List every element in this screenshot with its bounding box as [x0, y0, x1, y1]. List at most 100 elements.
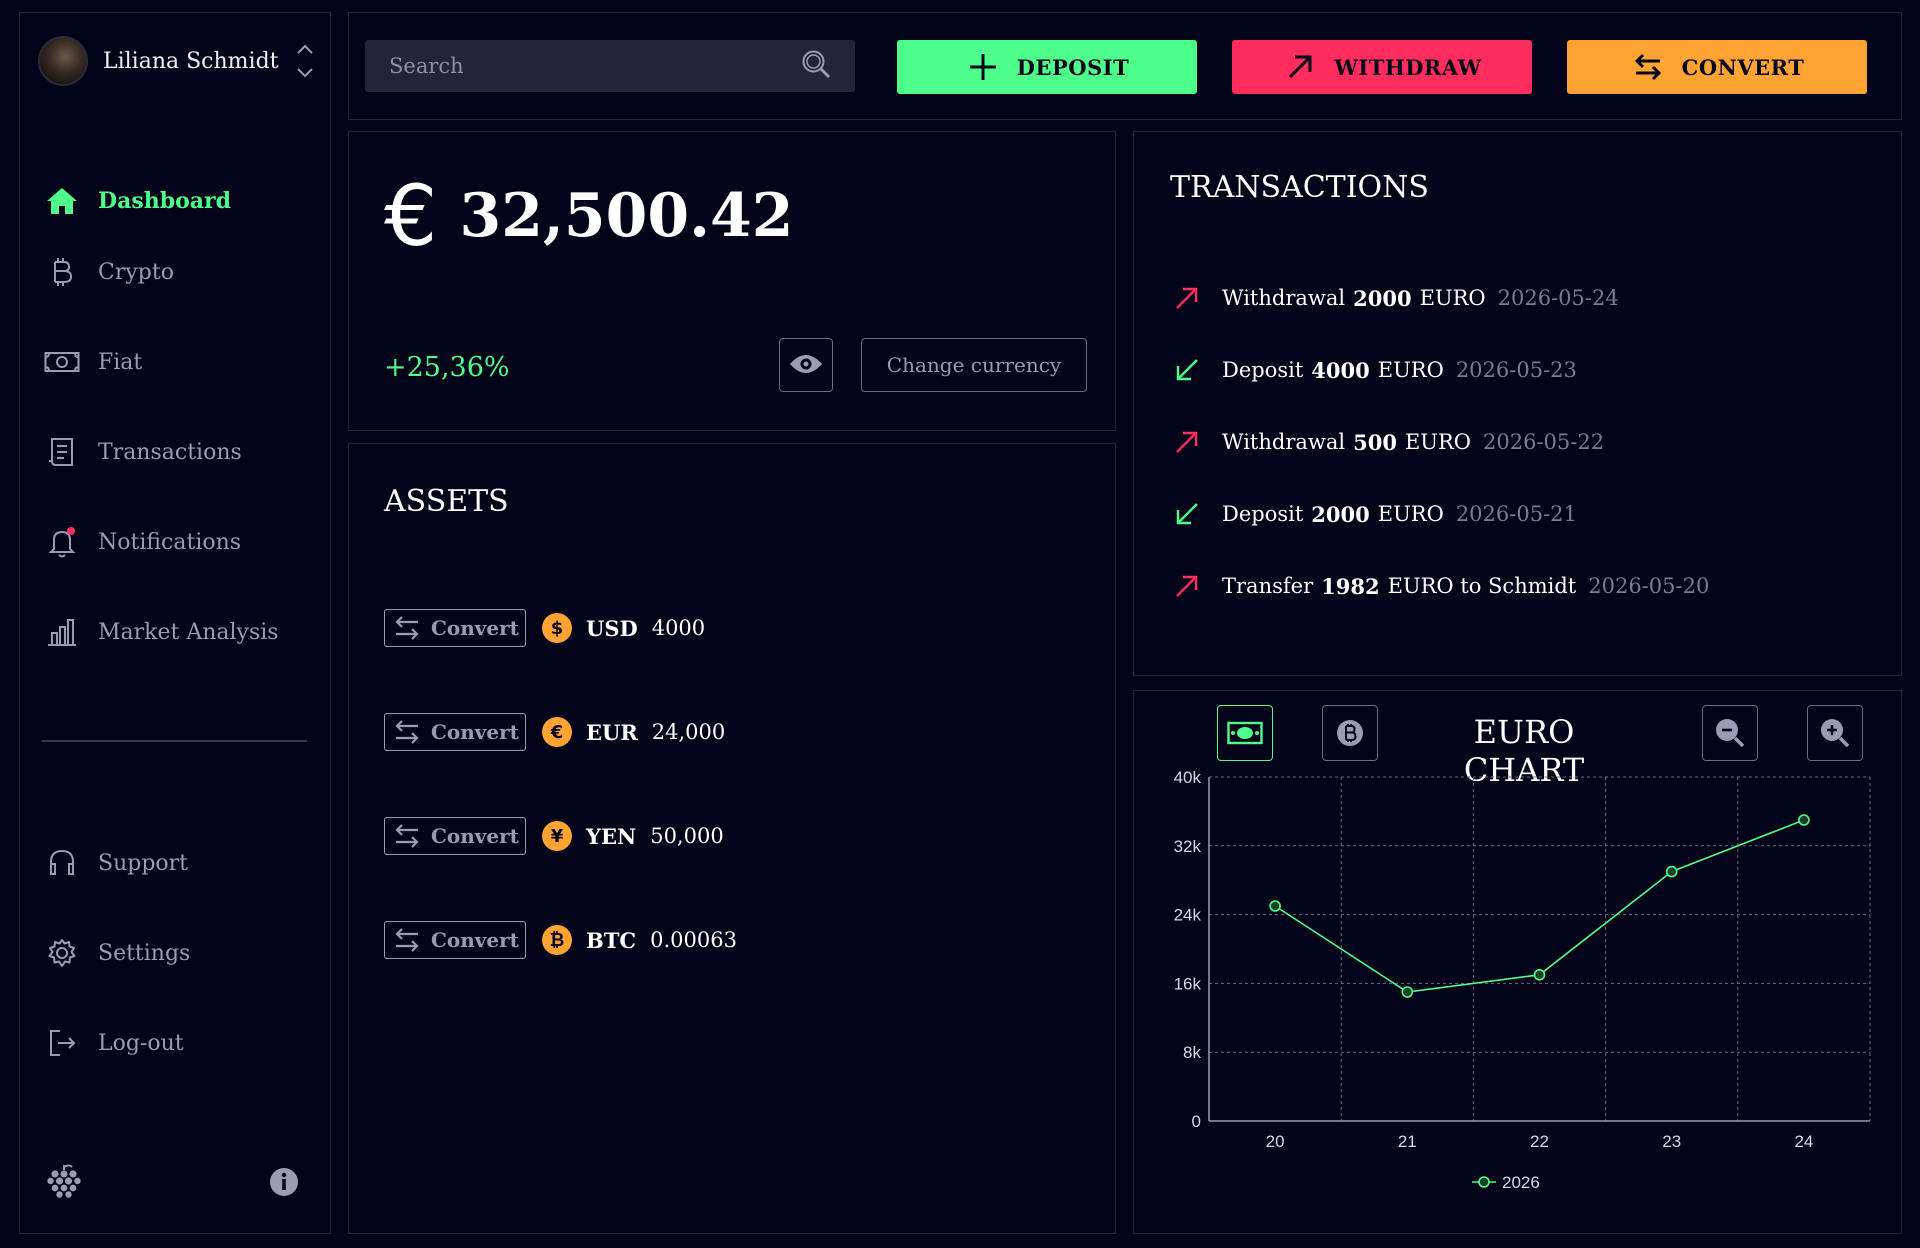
arrow-up-right-icon [1176, 431, 1198, 453]
search-icon[interactable] [801, 49, 831, 83]
sidebar-item-label: Support [98, 850, 189, 876]
assets-title: ASSETS [384, 484, 509, 519]
convert-asset-button[interactable]: Convert [384, 817, 526, 855]
data-point [1269, 900, 1281, 912]
asset-row: Convert $ USD 4000 [384, 609, 705, 647]
convert-button[interactable]: CONVERT [1567, 40, 1867, 94]
home-icon [44, 183, 80, 219]
asset-row: Convert ₿ BTC 0.00063 [384, 921, 737, 959]
convert-asset-button[interactable]: Convert [384, 921, 526, 959]
balance-change: +25,36% [384, 352, 510, 383]
x-tick-label: 21 [1398, 1132, 1417, 1151]
headset-icon [44, 845, 80, 881]
sidebar-item-transactions[interactable]: Transactions [44, 430, 314, 474]
user-name: Liliana Schmidt [103, 48, 279, 74]
euro-line-chart: 0 8k 16k 24k 32k 40k 20 21 22 23 24 2026 [1174, 771, 1871, 1192]
fiat-chart-button[interactable] [1217, 705, 1273, 761]
sidebar-item-support[interactable]: Support [44, 841, 314, 885]
sidebar-item-logout[interactable]: Log-out [44, 1021, 314, 1065]
grapes-logo-icon [46, 1163, 82, 1203]
balance-panel: € 32,500.42 +25,36% Change currency [348, 131, 1116, 431]
asset-amount: 0.00063 [650, 928, 737, 952]
sidebar-item-dashboard[interactable]: Dashboard [44, 179, 314, 223]
x-tick-label: 23 [1662, 1132, 1681, 1151]
user-profile[interactable]: Liliana Schmidt [38, 33, 314, 89]
chart-header: EURO CHART [1134, 705, 1901, 789]
sidebar-item-market-analysis[interactable]: Market Analysis [44, 610, 314, 654]
sidebar-item-label: Transactions [98, 439, 242, 465]
asset-code: YEN [586, 823, 637, 849]
bitcoin-coin-icon: ₿ [542, 925, 572, 955]
arrow-down-left-icon [1176, 359, 1198, 381]
dollar-coin-icon: $ [542, 613, 572, 643]
sidebar-divider [42, 740, 307, 742]
info-icon[interactable] [269, 1167, 299, 1201]
toggle-visibility-button[interactable] [779, 338, 833, 392]
eye-icon [788, 352, 824, 379]
arrow-up-right-icon [1176, 287, 1198, 309]
transaction-row[interactable]: Deposit 2000 EURO 2026-05-21 [1172, 494, 1577, 534]
data-point [1533, 969, 1546, 981]
balance-amount: € 32,500.42 [384, 174, 793, 258]
chevron-updown-icon[interactable] [296, 43, 314, 79]
convert-asset-button[interactable]: Convert [384, 713, 526, 751]
sidebar-item-label: Log-out [98, 1030, 184, 1056]
receipt-icon [44, 434, 80, 470]
transactions-title: TRANSACTIONS [1170, 170, 1429, 205]
crypto-chart-button[interactable] [1322, 705, 1378, 761]
deposit-button[interactable]: DEPOSIT [897, 40, 1197, 94]
sidebar-item-label: Market Analysis [98, 619, 279, 645]
sidebar-item-notifications[interactable]: Notifications [44, 520, 314, 564]
top-bar: DEPOSIT WITHDRAW CONVERT [348, 12, 1902, 120]
withdraw-button[interactable]: WITHDRAW [1232, 40, 1532, 94]
balance-value: 32,500.42 [459, 181, 794, 251]
change-currency-button[interactable]: Change currency [861, 338, 1087, 392]
asset-code: BTC [586, 927, 637, 953]
swap-arrows-icon [395, 928, 419, 952]
zoom-in-button[interactable] [1807, 705, 1863, 761]
y-tick-label: 40k [1174, 771, 1202, 787]
plus-icon [965, 49, 1001, 85]
zoom-in-icon [1821, 719, 1850, 748]
gear-icon [44, 935, 80, 971]
bitcoin-icon [44, 254, 80, 290]
banknote-icon [44, 344, 80, 380]
y-tick-label: 0 [1192, 1112, 1201, 1131]
sidebar-item-label: Dashboard [98, 188, 231, 214]
arrow-down-left-icon [1176, 503, 1198, 525]
zoom-out-button[interactable] [1702, 705, 1758, 761]
asset-row: Convert € EUR 24,000 [384, 713, 725, 751]
search-input[interactable] [389, 54, 801, 78]
bar-chart-icon [44, 614, 80, 650]
avatar [38, 36, 88, 86]
zoom-out-icon [1716, 719, 1745, 748]
sidebar-item-label: Crypto [98, 259, 174, 285]
x-tick-label: 22 [1530, 1132, 1549, 1151]
convert-asset-button[interactable]: Convert [384, 609, 526, 647]
data-point [1401, 986, 1414, 998]
asset-amount: 24,000 [651, 720, 726, 744]
x-tick-label: 24 [1794, 1132, 1813, 1151]
transaction-row[interactable]: Transfer 1982 EURO to Schmidt 2026-05-20 [1172, 566, 1709, 606]
sidebar-item-settings[interactable]: Settings [44, 931, 314, 975]
transaction-row[interactable]: Withdrawal 2000 EURO 2026-05-24 [1172, 278, 1619, 318]
y-tick-label: 8k [1183, 1043, 1201, 1062]
transaction-row[interactable]: Withdrawal 500 EURO 2026-05-22 [1172, 422, 1604, 462]
y-tick-label: 16k [1174, 974, 1202, 993]
x-tick-label: 20 [1266, 1132, 1285, 1151]
transaction-row[interactable]: Deposit 4000 EURO 2026-05-23 [1172, 350, 1577, 390]
search-box [365, 40, 855, 92]
asset-code: EUR [586, 719, 638, 745]
yen-coin-icon: ¥ [542, 821, 572, 851]
arrow-up-right-icon [1282, 49, 1318, 85]
y-tick-label: 24k [1174, 906, 1202, 925]
bell-icon [44, 524, 80, 560]
asset-amount: 50,000 [650, 824, 724, 848]
swap-arrows-icon [395, 824, 419, 848]
sidebar-item-fiat[interactable]: Fiat [44, 340, 314, 384]
sidebar-item-crypto[interactable]: Crypto [44, 250, 314, 294]
transactions-panel: TRANSACTIONS Withdrawal 2000 EURO 2026-0… [1133, 131, 1902, 676]
y-tick-label: 32k [1174, 837, 1202, 856]
sidebar: Liliana Schmidt Dashboard Crypto Fiat Tr… [19, 12, 331, 1234]
asset-code: USD [586, 615, 638, 641]
